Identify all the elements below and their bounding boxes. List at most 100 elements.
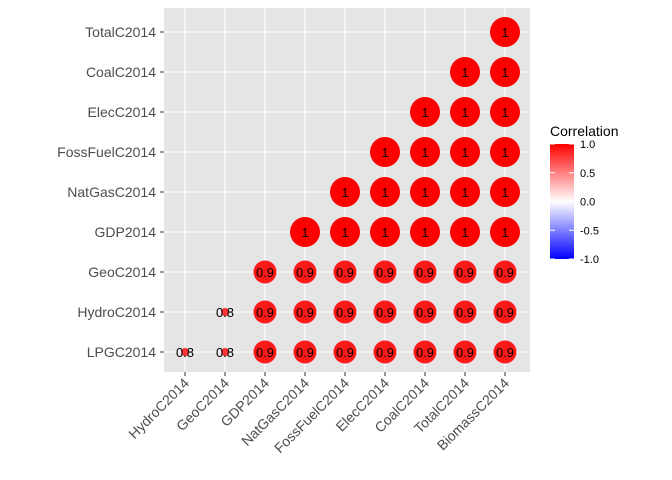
corr-value-label: 1 bbox=[421, 105, 428, 120]
corr-value-label: 0.9 bbox=[376, 345, 394, 360]
legend-tick-label: 0.5 bbox=[580, 168, 595, 180]
corr-value-label: 0.9 bbox=[496, 345, 514, 360]
corr-value-label: 0.9 bbox=[296, 305, 314, 320]
corr-value-label: 1 bbox=[381, 145, 388, 160]
cells: 0.8 0.8 0.9 0.9 0.9 0.9 0.9 0.9 0.9 0.8 0.9 0.9 0.9 0… bbox=[176, 17, 520, 364]
corr-circle bbox=[333, 300, 357, 324]
corr-value-label: 1 bbox=[461, 65, 468, 80]
corr-value-label: 1 bbox=[381, 225, 388, 240]
corr-circle bbox=[333, 340, 357, 364]
corr-circle bbox=[221, 348, 229, 356]
corr-value-label: 0.9 bbox=[256, 305, 274, 320]
corr-circle bbox=[333, 260, 357, 284]
corr-circle bbox=[410, 177, 440, 207]
corr-circle bbox=[293, 260, 317, 284]
corr-circle bbox=[253, 300, 277, 324]
x-axis: HydroC2014GeoC2014GDP2014NatGasC2014Foss… bbox=[125, 372, 512, 456]
corr-circle bbox=[490, 97, 520, 127]
corr-circle bbox=[490, 177, 520, 207]
corr-circle bbox=[493, 260, 517, 284]
corr-circle bbox=[253, 260, 277, 284]
corr-value-label: 1 bbox=[501, 225, 508, 240]
legend-ticks: 1.0 0.5 0.0 -0.5 -1.0 bbox=[550, 139, 599, 266]
corr-value-label: 0.9 bbox=[416, 305, 434, 320]
y-tick-label: HydroC2014 bbox=[77, 304, 156, 320]
corr-circle bbox=[413, 300, 437, 324]
corr-value-label: 1 bbox=[501, 65, 508, 80]
corr-circle bbox=[490, 217, 520, 247]
corr-circle bbox=[410, 97, 440, 127]
corr-value-label: 0.9 bbox=[256, 265, 274, 280]
corr-circle bbox=[490, 137, 520, 167]
corr-circle bbox=[450, 217, 480, 247]
corr-value-label: 0.9 bbox=[456, 345, 474, 360]
corr-value-label: 1 bbox=[461, 105, 468, 120]
corr-value-label: 0.9 bbox=[336, 305, 354, 320]
corr-value-label: 0.9 bbox=[416, 265, 434, 280]
corr-value-label: 1 bbox=[501, 105, 508, 120]
legend-tick-label: 0.0 bbox=[580, 197, 595, 209]
corr-circle bbox=[493, 300, 517, 324]
corr-circle bbox=[370, 137, 400, 167]
corr-value-label: 0.9 bbox=[256, 345, 274, 360]
corr-value-label: 0.8 bbox=[216, 305, 234, 320]
corr-value-label: 1 bbox=[461, 185, 468, 200]
corr-value-label: 1 bbox=[461, 145, 468, 160]
corr-value-label: 0.8 bbox=[176, 345, 194, 360]
corr-value-label: 0.8 bbox=[216, 345, 234, 360]
corr-value-label: 0.9 bbox=[496, 265, 514, 280]
corr-value-label: 1 bbox=[381, 185, 388, 200]
corr-circle bbox=[370, 177, 400, 207]
corr-value-label: 0.9 bbox=[496, 305, 514, 320]
corr-value-label: 1 bbox=[341, 225, 348, 240]
y-tick-label: ElecC2014 bbox=[88, 104, 157, 120]
corr-circle bbox=[410, 217, 440, 247]
corr-circle bbox=[330, 177, 360, 207]
y-tick-label: GDP2014 bbox=[95, 224, 157, 240]
corr-value-label: 0.9 bbox=[376, 265, 394, 280]
corr-circle bbox=[253, 340, 277, 364]
corr-circle bbox=[373, 300, 397, 324]
corr-circle bbox=[453, 340, 477, 364]
y-tick-label: NatGasC2014 bbox=[67, 184, 156, 200]
corr-value-label: 1 bbox=[341, 185, 348, 200]
corr-value-label: 0.9 bbox=[416, 345, 434, 360]
corr-value-label: 0.9 bbox=[456, 265, 474, 280]
corr-circle bbox=[221, 308, 229, 316]
corr-value-label: 1 bbox=[421, 225, 428, 240]
corr-value-label: 0.9 bbox=[296, 345, 314, 360]
y-tick-label: FossFuelC2014 bbox=[57, 144, 156, 160]
y-tick-label: TotalC2014 bbox=[85, 24, 156, 40]
legend-tick-label: -0.5 bbox=[580, 225, 599, 237]
corr-circle bbox=[373, 260, 397, 284]
corr-circle bbox=[293, 340, 317, 364]
legend-tick-label: 1.0 bbox=[580, 139, 595, 151]
corr-value-label: 0.9 bbox=[336, 265, 354, 280]
corr-circle bbox=[181, 348, 189, 356]
corr-circle bbox=[493, 340, 517, 364]
y-tick-label: CoalC2014 bbox=[86, 64, 156, 80]
y-tick-label: LPGC2014 bbox=[87, 344, 156, 360]
x-tick-label: BiomassC2014 bbox=[434, 375, 513, 454]
corr-circle bbox=[373, 340, 397, 364]
y-tick-label: GeoC2014 bbox=[88, 264, 156, 280]
legend: Correlation 1.0 0.5 0.0 -0.5 -1.0 bbox=[550, 123, 618, 266]
corr-value-label: 1 bbox=[501, 145, 508, 160]
corr-circle bbox=[453, 300, 477, 324]
corr-circle bbox=[490, 57, 520, 87]
corr-value-label: 0.9 bbox=[296, 265, 314, 280]
corr-value-label: 1 bbox=[461, 225, 468, 240]
corr-circle bbox=[453, 260, 477, 284]
corr-circle bbox=[290, 217, 320, 247]
corr-value-label: 0.9 bbox=[376, 305, 394, 320]
legend-tick-label: -1.0 bbox=[580, 254, 599, 266]
corr-value-label: 0.9 bbox=[456, 305, 474, 320]
corr-circle bbox=[330, 217, 360, 247]
corr-circle bbox=[413, 340, 437, 364]
corr-circle bbox=[410, 137, 440, 167]
corr-value-label: 1 bbox=[421, 145, 428, 160]
corr-circle bbox=[450, 137, 480, 167]
corr-value-label: 1 bbox=[421, 185, 428, 200]
corr-circle bbox=[450, 57, 480, 87]
